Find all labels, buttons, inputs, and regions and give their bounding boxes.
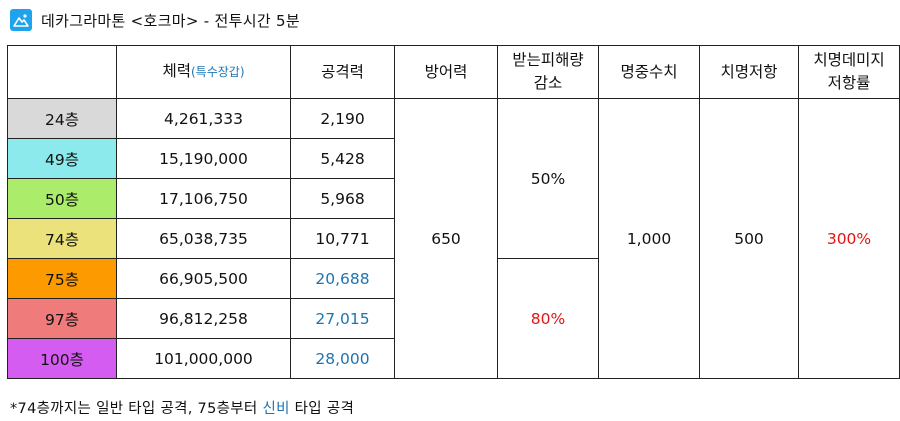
- attack-cell: 27,015: [290, 298, 395, 339]
- header-hp-special: (특수장갑): [191, 65, 245, 79]
- mountain-image-icon: [10, 9, 32, 31]
- footnote: *74층까지는 일반 타입 공격, 75층부터 신비 타입 공격: [10, 397, 354, 418]
- table-row: 100층 101,000,000 28,000: [7, 338, 900, 379]
- table-row: 74층 65,038,735 10,771: [7, 218, 900, 259]
- table-row: 50층 17,106,750 5,968: [7, 178, 900, 219]
- table-row: 24층 4,261,333 2,190 650 50% 1,000 500 30…: [7, 98, 900, 379]
- defense-cell: 650: [394, 98, 498, 379]
- floor-cell: 49층: [7, 138, 117, 179]
- hp-cell: 15,190,000: [116, 138, 291, 179]
- header-accuracy: 명중수치: [598, 45, 700, 99]
- footnote-suffix: 타입 공격: [289, 401, 355, 417]
- damage-reduction-low-cell: 50%: [497, 98, 599, 259]
- crit-dmg-resist-cell: 300%: [798, 98, 900, 379]
- accuracy-cell: 1,000: [598, 98, 700, 379]
- header-crit-dmg-resist-line2: 저항률: [827, 74, 871, 92]
- hp-cell: 96,812,258: [116, 298, 291, 339]
- table-row: 49층 15,190,000 5,428: [7, 138, 900, 179]
- header-floor: [7, 45, 117, 99]
- attack-cell: 20,688: [290, 258, 395, 299]
- attack-cell: 10,771: [290, 218, 395, 259]
- attack-cell: 28,000: [290, 338, 395, 379]
- header-hp-label: 체력: [162, 62, 191, 80]
- floor-cell: 97층: [7, 298, 117, 339]
- hp-cell: 101,000,000: [116, 338, 291, 379]
- damage-reduction-high-cell: 80%: [497, 258, 599, 379]
- hp-cell: 65,038,735: [116, 218, 291, 259]
- header-crit-resist: 치명저항: [699, 45, 799, 99]
- floor-cell: 74층: [7, 218, 117, 259]
- page-title: 데카그라마톤 <호크마> - 전투시간 5분: [41, 11, 300, 30]
- hp-cell: 4,261,333: [116, 98, 291, 139]
- header-damage-reduction-line1: 받는피해량: [512, 51, 584, 69]
- header: 데카그라마톤 <호크마> - 전투시간 5분: [10, 8, 300, 32]
- header-hp: 체력(특수장갑): [116, 45, 291, 99]
- footnote-highlight: 신비: [262, 401, 290, 417]
- attack-cell: 2,190: [290, 98, 395, 139]
- crit-resist-cell: 500: [699, 98, 799, 379]
- attack-cell: 5,428: [290, 138, 395, 179]
- table-row: 75층 66,905,500 20,688 80%: [7, 258, 900, 379]
- floor-cell: 24층: [7, 98, 117, 139]
- header-defense: 방어력: [394, 45, 498, 99]
- floor-cell: 50층: [7, 178, 117, 219]
- attack-cell: 5,968: [290, 178, 395, 219]
- header-damage-reduction-line2: 감소: [533, 74, 563, 92]
- hp-cell: 17,106,750: [116, 178, 291, 219]
- table-row: 97층 96,812,258 27,015: [7, 298, 900, 339]
- header-attack: 공격력: [290, 45, 395, 99]
- header-crit-dmg-resist-line1: 치명데미지: [813, 51, 885, 69]
- hp-cell: 66,905,500: [116, 258, 291, 299]
- floor-cell: 100층: [7, 338, 117, 379]
- floor-cell: 75층: [7, 258, 117, 299]
- footnote-prefix: *74층까지는 일반 타입 공격, 75층부터: [10, 401, 263, 417]
